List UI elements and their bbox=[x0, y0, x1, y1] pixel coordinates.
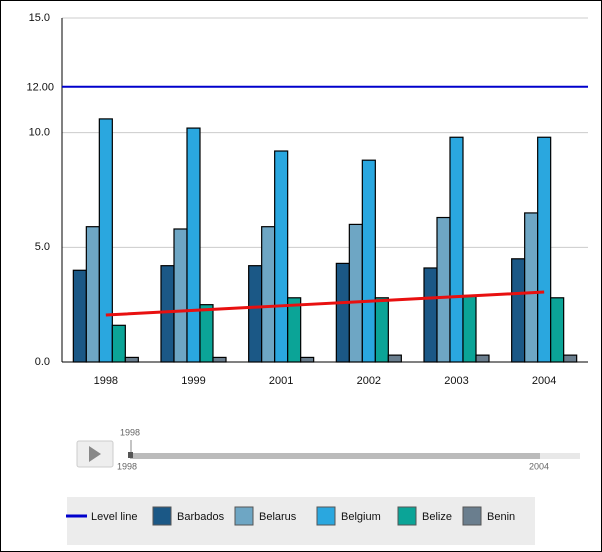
legend-label: Belize bbox=[422, 511, 452, 523]
bar bbox=[374, 297, 389, 363]
bar bbox=[287, 297, 302, 363]
legend-label: Benin bbox=[487, 511, 515, 523]
x-tick-label: 2002 bbox=[357, 375, 381, 387]
x-tick-label: 2001 bbox=[269, 375, 293, 387]
timeline-start: 1998 bbox=[117, 461, 137, 471]
bar bbox=[436, 216, 451, 363]
legend-label: Belgium bbox=[341, 511, 381, 523]
bar bbox=[212, 356, 227, 363]
bar bbox=[98, 118, 113, 363]
x-tick-label: 1998 bbox=[94, 375, 118, 387]
bar bbox=[248, 265, 263, 363]
level-line-label: 12.00 bbox=[26, 82, 54, 94]
legend-swatch bbox=[152, 506, 172, 526]
bar bbox=[511, 258, 526, 363]
bar bbox=[199, 304, 214, 363]
bar bbox=[274, 150, 289, 363]
x-tick-label: 2003 bbox=[444, 375, 468, 387]
bar bbox=[524, 212, 539, 363]
trend-line bbox=[105, 290, 545, 317]
legend-label: Belarus bbox=[259, 511, 297, 523]
bar bbox=[173, 228, 188, 363]
timeline-end: 2004 bbox=[529, 461, 549, 471]
bar bbox=[124, 356, 139, 363]
timeline-current: 1998 bbox=[120, 427, 140, 437]
legend-label: Level line bbox=[91, 511, 137, 523]
bar bbox=[261, 226, 276, 363]
bar bbox=[449, 136, 464, 363]
bar bbox=[475, 354, 490, 363]
legend-label: Barbados bbox=[177, 511, 225, 523]
play-icon bbox=[89, 446, 101, 462]
legend-swatch bbox=[234, 506, 254, 526]
bar bbox=[563, 354, 578, 363]
bar bbox=[537, 136, 552, 363]
x-tick-label: 1999 bbox=[181, 375, 205, 387]
bar bbox=[387, 354, 402, 363]
timeline-track[interactable] bbox=[130, 453, 540, 459]
x-tick-label: 2004 bbox=[532, 375, 556, 387]
timeline-thumb[interactable] bbox=[128, 452, 133, 458]
bar bbox=[111, 324, 126, 363]
legend-swatch bbox=[462, 506, 482, 526]
y-tick-label: 10.0 bbox=[29, 127, 50, 139]
timeline-track-end bbox=[540, 453, 580, 459]
bar bbox=[550, 297, 565, 363]
timeline: 1998 1998 2004 bbox=[76, 427, 580, 471]
legend-swatch bbox=[316, 506, 336, 526]
bar bbox=[72, 269, 87, 363]
bar bbox=[423, 267, 438, 363]
bar bbox=[160, 265, 175, 363]
bar bbox=[335, 262, 350, 363]
y-tick-label: 15.0 bbox=[29, 12, 50, 24]
y-tick-label: 0.0 bbox=[35, 356, 50, 368]
y-tick-label: 5.0 bbox=[35, 241, 50, 253]
bar bbox=[300, 356, 315, 363]
legend-swatch bbox=[397, 506, 417, 526]
bar bbox=[85, 226, 100, 363]
bar bbox=[348, 223, 363, 363]
bar bbox=[186, 127, 201, 363]
legend bbox=[67, 497, 535, 545]
bar bbox=[361, 159, 376, 363]
bar bbox=[462, 294, 477, 363]
